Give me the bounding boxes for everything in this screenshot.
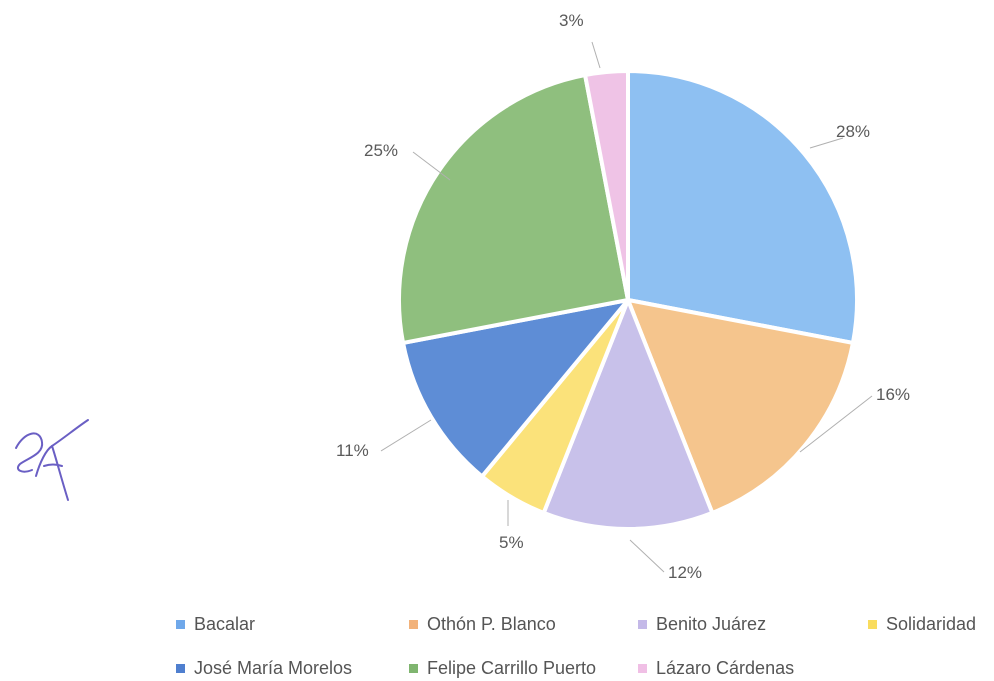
data-label: 5% xyxy=(499,533,524,552)
legend-swatch xyxy=(638,664,647,673)
legend-label: Felipe Carrillo Puerto xyxy=(427,658,597,678)
legend-item-solidaridad: Solidaridad xyxy=(868,614,976,635)
leader-line xyxy=(629,539,665,573)
pie-slice-bacalar xyxy=(626,69,859,345)
chart-legend: Bacalar Othón P. Blanco Benito Juárez So… xyxy=(176,612,994,680)
pie-slices xyxy=(397,69,859,531)
legend-item-felipe-carrillo-puerto: Felipe Carrillo Puerto xyxy=(409,658,596,679)
legend-label: Bacalar xyxy=(194,614,256,634)
leader-line xyxy=(412,151,451,181)
legend-label: Benito Juárez xyxy=(656,614,767,634)
legend-item-benito-juarez: Benito Juárez xyxy=(638,614,766,635)
leader-line xyxy=(591,41,601,69)
legend-label: Othón P. Blanco xyxy=(427,614,556,634)
legend-label: José María Morelos xyxy=(194,658,353,678)
pie-slice-othon-p-blanco xyxy=(626,298,855,515)
legend-item-bacalar: Bacalar xyxy=(176,614,255,635)
pie-slice-jose-maria-morelos xyxy=(401,298,630,479)
pie-slice-benito-juarez xyxy=(541,298,715,531)
legend-label: Solidaridad xyxy=(886,614,977,634)
legend-swatch xyxy=(409,664,418,673)
data-label: 11% xyxy=(336,441,369,460)
leader-line xyxy=(799,395,873,453)
data-label: 3% xyxy=(559,11,584,30)
legend-item-jose-maria-morelos: José María Morelos xyxy=(176,658,352,679)
pie-chart: 28% 16% 12% 5% 11% 25% 3% xyxy=(336,11,910,582)
legend-item-othon-p-blanco: Othón P. Blanco xyxy=(409,614,556,635)
data-label: 12% xyxy=(668,563,702,582)
leader-line xyxy=(380,419,432,452)
data-labels: 28% 16% 12% 5% 11% 25% 3% xyxy=(336,11,910,582)
legend-label: Lázaro Cárdenas xyxy=(656,658,795,678)
data-label: 28% xyxy=(836,122,870,141)
handwritten-signature xyxy=(15,419,89,501)
legend-swatch xyxy=(868,620,877,629)
legend-item-lazaro-cardenas: Lázaro Cárdenas xyxy=(638,658,794,679)
legend-swatch xyxy=(176,664,185,673)
legend-swatch xyxy=(176,620,185,629)
leader-lines xyxy=(380,41,873,573)
data-label: 16% xyxy=(876,385,910,404)
legend-swatch xyxy=(409,620,418,629)
leader-line xyxy=(809,137,844,149)
pie-slice-lazaro-cardenas xyxy=(583,69,630,302)
data-label: 25% xyxy=(364,141,398,160)
legend-swatch xyxy=(638,620,647,629)
